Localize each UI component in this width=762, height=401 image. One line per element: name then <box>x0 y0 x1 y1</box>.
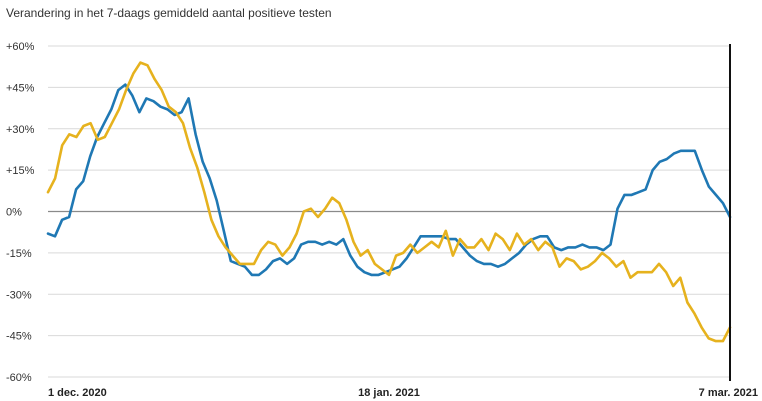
x-tick-label-2: 7 mar. 2021 <box>699 387 758 399</box>
y-tick-label-1: +45% <box>6 82 35 94</box>
series-line-0 <box>46 83 732 277</box>
series-line-1 <box>46 61 732 343</box>
y-tick-label-4: 0% <box>6 207 22 219</box>
x-tick-label-1: 18 jan. 2021 <box>358 387 420 399</box>
x-tick-label-0: 1 dec. 2020 <box>48 387 107 399</box>
chart-title: Verandering in het 7-daags gemiddeld aan… <box>6 6 332 20</box>
x-axis-ticks: 1 dec. 2020 18 jan. 2021 7 mar. 2021 <box>48 387 758 399</box>
y-tick-label-7: -45% <box>6 331 32 343</box>
y-tick-label-2: +30% <box>6 124 35 136</box>
series-lines <box>46 61 732 343</box>
y-tick-label-8: -60% <box>6 372 32 384</box>
y-axis-ticks: +60% +45% +30% +15% 0% -15% -30% -45% -60% <box>6 41 35 384</box>
y-tick-label-3: +15% <box>6 165 35 177</box>
y-tick-label-5: -15% <box>6 248 32 260</box>
grid-lines <box>48 45 730 378</box>
y-tick-label-0: +60% <box>6 41 35 53</box>
y-tick-label-6: -30% <box>6 289 32 301</box>
